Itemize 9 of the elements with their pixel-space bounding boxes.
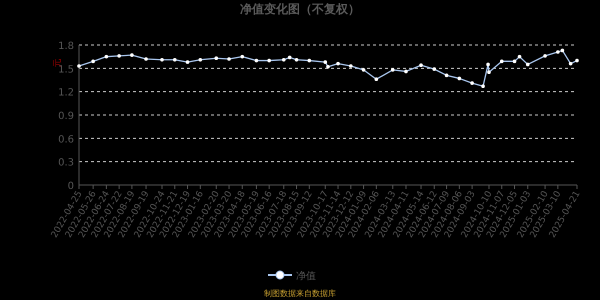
y-tick-label: 0.3: [58, 158, 74, 169]
y-tick-label: 1.8: [58, 41, 74, 52]
y-tick-label: 0: [68, 181, 74, 192]
y-tick-label: 1.2: [58, 88, 74, 99]
legend-label: 净值: [296, 270, 316, 282]
chart-title: 净值变化图（不复权）: [240, 2, 360, 16]
y-tick-label: 0.9: [58, 111, 74, 122]
text: 制图数据来自数据库: [264, 289, 336, 298]
y-tick-label: 0.6: [58, 134, 74, 146]
